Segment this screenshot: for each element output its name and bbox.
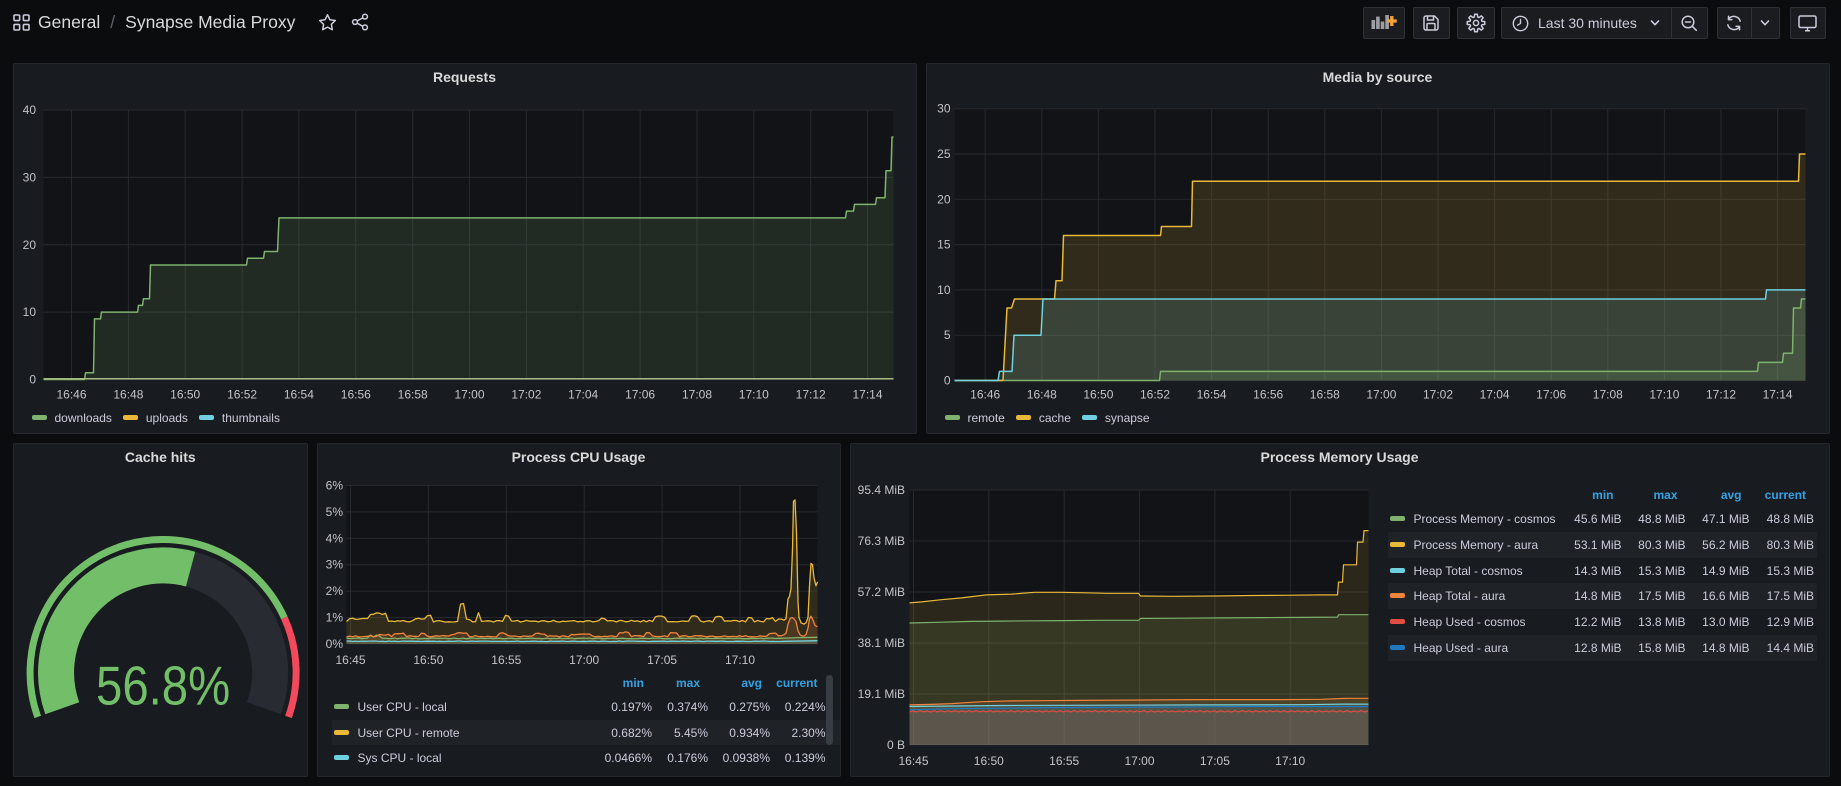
svg-text:0: 0: [29, 372, 36, 386]
svg-text:17:00: 17:00: [454, 387, 484, 401]
svg-text:17:08: 17:08: [1592, 387, 1622, 401]
svg-text:17:00: 17:00: [569, 653, 599, 667]
svg-text:16:45: 16:45: [335, 653, 365, 667]
svg-text:17:04: 17:04: [568, 387, 598, 401]
svg-text:17:08: 17:08: [681, 387, 711, 401]
svg-text:17:10: 17:10: [1275, 754, 1305, 768]
svg-text:0 B: 0 B: [886, 738, 904, 752]
svg-text:17:10: 17:10: [724, 653, 754, 667]
svg-text:30: 30: [937, 101, 951, 115]
svg-text:25: 25: [937, 147, 951, 161]
svg-text:16:55: 16:55: [491, 653, 521, 667]
svg-text:17:12: 17:12: [795, 387, 825, 401]
svg-text:5%: 5%: [325, 504, 343, 518]
svg-text:16:46: 16:46: [56, 387, 86, 401]
svg-text:20: 20: [937, 192, 951, 206]
svg-text:17:06: 17:06: [1536, 387, 1566, 401]
svg-text:16:56: 16:56: [340, 387, 370, 401]
svg-text:16:45: 16:45: [898, 754, 928, 768]
svg-text:1%: 1%: [325, 610, 343, 624]
svg-text:30: 30: [22, 170, 36, 184]
svg-text:16:48: 16:48: [1026, 387, 1056, 401]
svg-text:16:58: 16:58: [1309, 387, 1339, 401]
svg-text:17:05: 17:05: [1199, 754, 1229, 768]
svg-text:95.4 MiB: 95.4 MiB: [857, 483, 904, 497]
svg-text:17:05: 17:05: [647, 653, 677, 667]
svg-text:16:54: 16:54: [283, 387, 313, 401]
svg-text:0: 0: [943, 373, 950, 387]
svg-text:10: 10: [22, 305, 36, 319]
svg-text:17:02: 17:02: [1422, 387, 1452, 401]
svg-text:17:00: 17:00: [1124, 754, 1154, 768]
svg-text:57.2 MiB: 57.2 MiB: [857, 585, 904, 599]
svg-text:16:55: 16:55: [1049, 754, 1079, 768]
svg-text:16:52: 16:52: [227, 387, 257, 401]
svg-text:16:54: 16:54: [1196, 387, 1226, 401]
svg-text:17:10: 17:10: [1649, 387, 1679, 401]
svg-text:17:14: 17:14: [1762, 387, 1792, 401]
svg-text:16:50: 16:50: [1083, 387, 1113, 401]
svg-text:16:50: 16:50: [170, 387, 200, 401]
svg-text:5: 5: [943, 328, 950, 342]
svg-text:3%: 3%: [325, 557, 343, 571]
svg-text:76.3 MiB: 76.3 MiB: [857, 534, 904, 548]
svg-text:38.1 MiB: 38.1 MiB: [857, 636, 904, 650]
svg-text:16:52: 16:52: [1139, 387, 1169, 401]
svg-text:17:10: 17:10: [738, 387, 768, 401]
svg-text:17:06: 17:06: [625, 387, 655, 401]
svg-text:56.8%: 56.8%: [96, 654, 230, 715]
svg-text:15: 15: [937, 237, 951, 251]
svg-text:19.1 MiB: 19.1 MiB: [857, 687, 904, 701]
svg-text:4%: 4%: [325, 531, 343, 545]
svg-text:17:04: 17:04: [1479, 387, 1509, 401]
svg-text:16:46: 16:46: [970, 387, 1000, 401]
svg-text:16:50: 16:50: [973, 754, 1003, 768]
svg-text:17:00: 17:00: [1366, 387, 1396, 401]
svg-text:20: 20: [22, 237, 36, 251]
svg-text:16:56: 16:56: [1253, 387, 1283, 401]
svg-text:40: 40: [22, 103, 36, 117]
svg-text:10: 10: [937, 282, 951, 296]
svg-text:16:58: 16:58: [397, 387, 427, 401]
svg-text:17:14: 17:14: [852, 387, 882, 401]
svg-text:6%: 6%: [325, 478, 343, 492]
svg-text:16:50: 16:50: [413, 653, 443, 667]
svg-text:16:48: 16:48: [113, 387, 143, 401]
svg-text:0%: 0%: [325, 636, 343, 650]
svg-text:17:02: 17:02: [511, 387, 541, 401]
svg-text:2%: 2%: [325, 584, 343, 598]
svg-text:17:12: 17:12: [1705, 387, 1735, 401]
